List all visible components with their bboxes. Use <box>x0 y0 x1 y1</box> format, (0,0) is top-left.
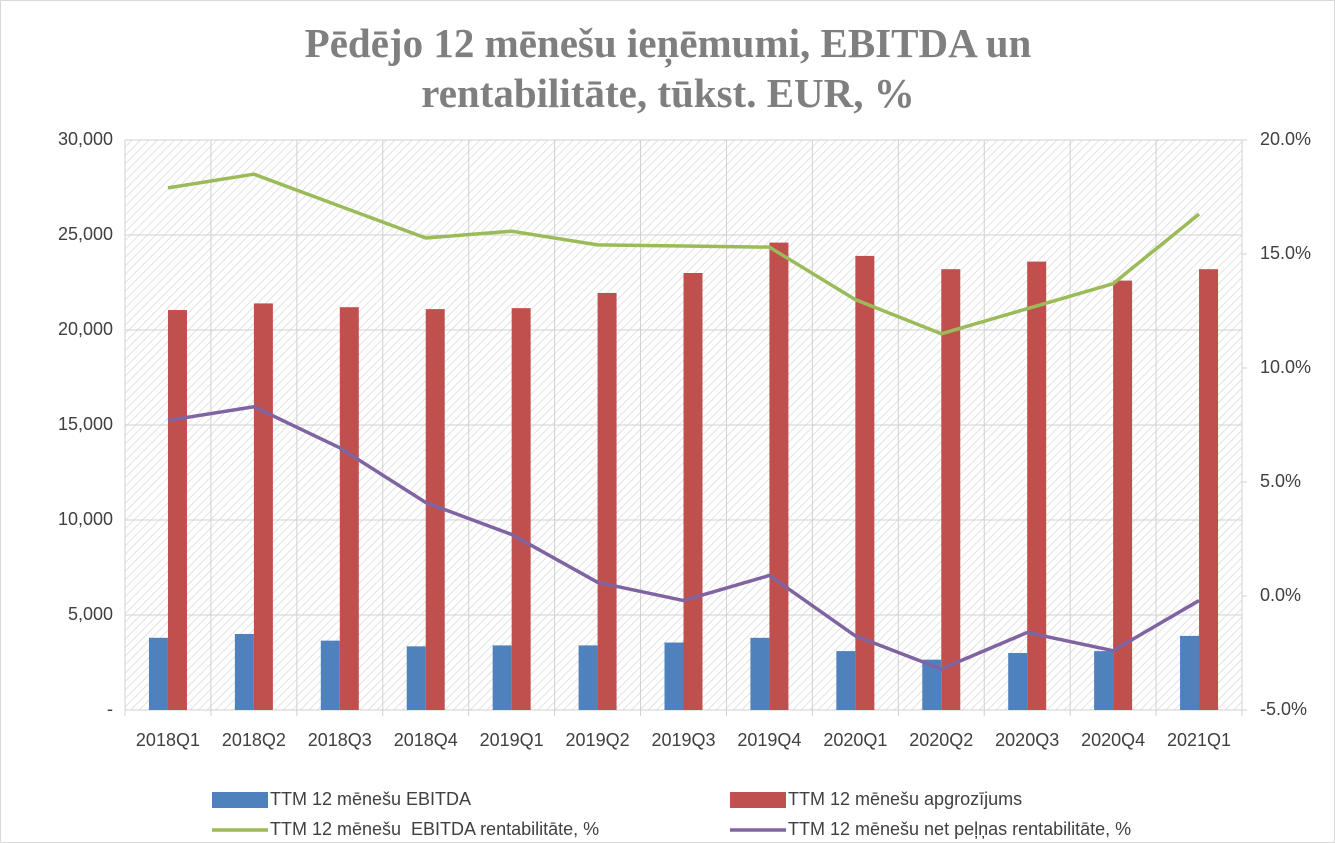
bar <box>1199 269 1219 710</box>
bar <box>836 651 856 710</box>
bar <box>683 273 703 710</box>
x-tick-label: 2019Q4 <box>737 730 801 750</box>
line <box>167 405 1200 671</box>
bar <box>597 292 617 710</box>
y-tick-label: 10,000 <box>58 509 113 529</box>
x-tick-label: 2021Q1 <box>1167 730 1231 750</box>
bar <box>406 646 426 710</box>
bar <box>492 645 512 710</box>
bar <box>339 307 359 710</box>
bar <box>253 303 273 710</box>
bar <box>1027 261 1047 710</box>
y2-tick-label: 5.0% <box>1260 471 1301 491</box>
legend-label: TTM 12 mēnešu apgrozījums <box>788 789 1022 809</box>
bar <box>234 634 254 710</box>
x-tick-label: 2019Q3 <box>651 730 715 750</box>
y-tick-label: 20,000 <box>58 319 113 339</box>
bar <box>1094 651 1114 710</box>
x-tick-label: 2019Q1 <box>480 730 544 750</box>
bar <box>941 269 961 710</box>
x-tick-label: 2019Q2 <box>566 730 630 750</box>
bar <box>769 242 789 710</box>
y-tick-label: 30,000 <box>58 129 113 149</box>
y2-tick-label: 15.0% <box>1260 243 1311 263</box>
bar <box>750 637 770 710</box>
x-tick-label: 2020Q1 <box>823 730 887 750</box>
legend-swatch <box>212 792 268 808</box>
x-tick-label: 2018Q4 <box>394 730 458 750</box>
line <box>167 172 1201 336</box>
bar <box>425 309 445 710</box>
chart-title: Pēdējo 12 mēnešu ieņēmumi, EBITDA un ren… <box>304 20 1032 116</box>
legend-swatch <box>730 792 786 808</box>
y-tick-label: 25,000 <box>58 224 113 244</box>
bar <box>1180 635 1200 710</box>
bar <box>511 308 531 710</box>
bar <box>578 645 598 710</box>
bar <box>320 640 340 710</box>
y2-tick-label: -5.0% <box>1260 699 1307 719</box>
legend-label: TTM 12 mēnešu net peļņas rentabilitāte, … <box>788 819 1131 839</box>
y-tick-label: - <box>107 699 113 719</box>
x-tick-label: 2020Q2 <box>909 730 973 750</box>
x-tick-label: 2018Q3 <box>308 730 372 750</box>
y2-tick-label: 0.0% <box>1260 585 1301 605</box>
legend-label: TTM 12 mēnešu EBITDA <box>270 789 471 809</box>
legend-label: TTM 12 mēnešu EBITDA rentabilitāte, % <box>270 819 599 839</box>
bar <box>664 642 684 710</box>
x-tick-label: 2020Q3 <box>995 730 1059 750</box>
bar <box>922 659 942 710</box>
bar <box>167 310 187 710</box>
y-tick-label: 15,000 <box>58 414 113 434</box>
y2-tick-label: 10.0% <box>1260 357 1311 377</box>
x-tick-label: 2020Q4 <box>1081 730 1145 750</box>
bar <box>1008 653 1028 710</box>
bar <box>148 637 168 710</box>
bar <box>1113 280 1133 710</box>
bar <box>855 255 875 710</box>
x-tick-label: 2018Q2 <box>222 730 286 750</box>
x-tick-label: 2018Q1 <box>136 730 200 750</box>
y-tick-label: 5,000 <box>68 604 113 624</box>
y2-tick-label: 20.0% <box>1260 129 1311 149</box>
